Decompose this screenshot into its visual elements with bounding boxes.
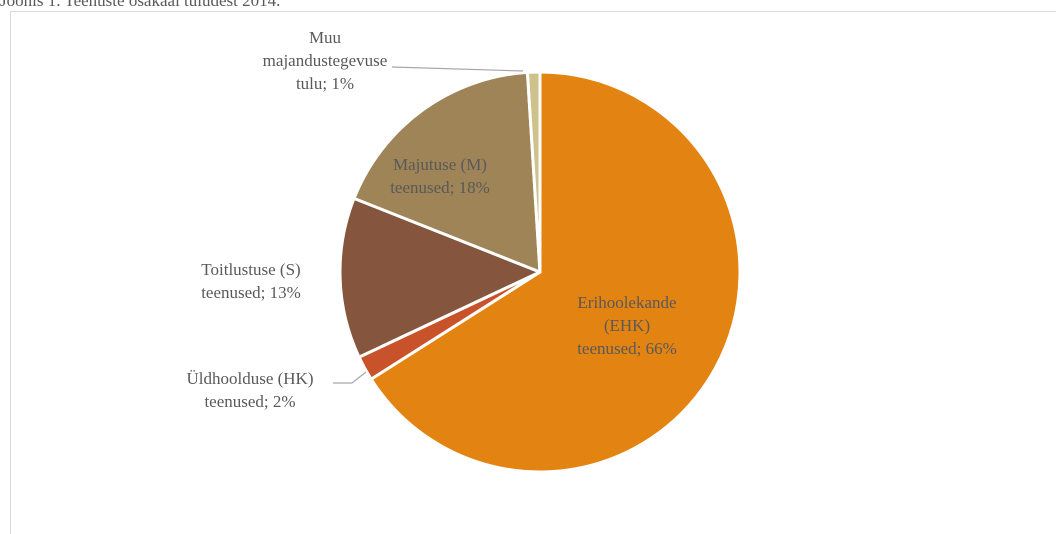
slice-label-2: Üldhoolduse (HK) teenused; 2% [186, 369, 313, 411]
pie-slice-3 [338, 196, 542, 359]
pie-slice-1 [369, 70, 742, 474]
leader-line-2 [333, 371, 367, 384]
slice-label-3: Toitlustuse (S) teenused; 13% [201, 260, 301, 302]
figure-caption: Joonis 1. Teenuste osakaal tuludest 2014… [0, 0, 281, 10]
pie-slice-5 [525, 70, 542, 274]
leader-line-5 [391, 66, 524, 72]
slice-label-4: Majutuse (M) teenused; 18% [390, 155, 490, 197]
slice-label-1: Erihoolekande (EHK) teenused; 66% [577, 293, 677, 358]
pie-slice-4 [352, 70, 542, 274]
chart-frame [10, 11, 1056, 534]
slice-label-5: Muu majandustegevuse tulu; 1% [263, 28, 388, 93]
